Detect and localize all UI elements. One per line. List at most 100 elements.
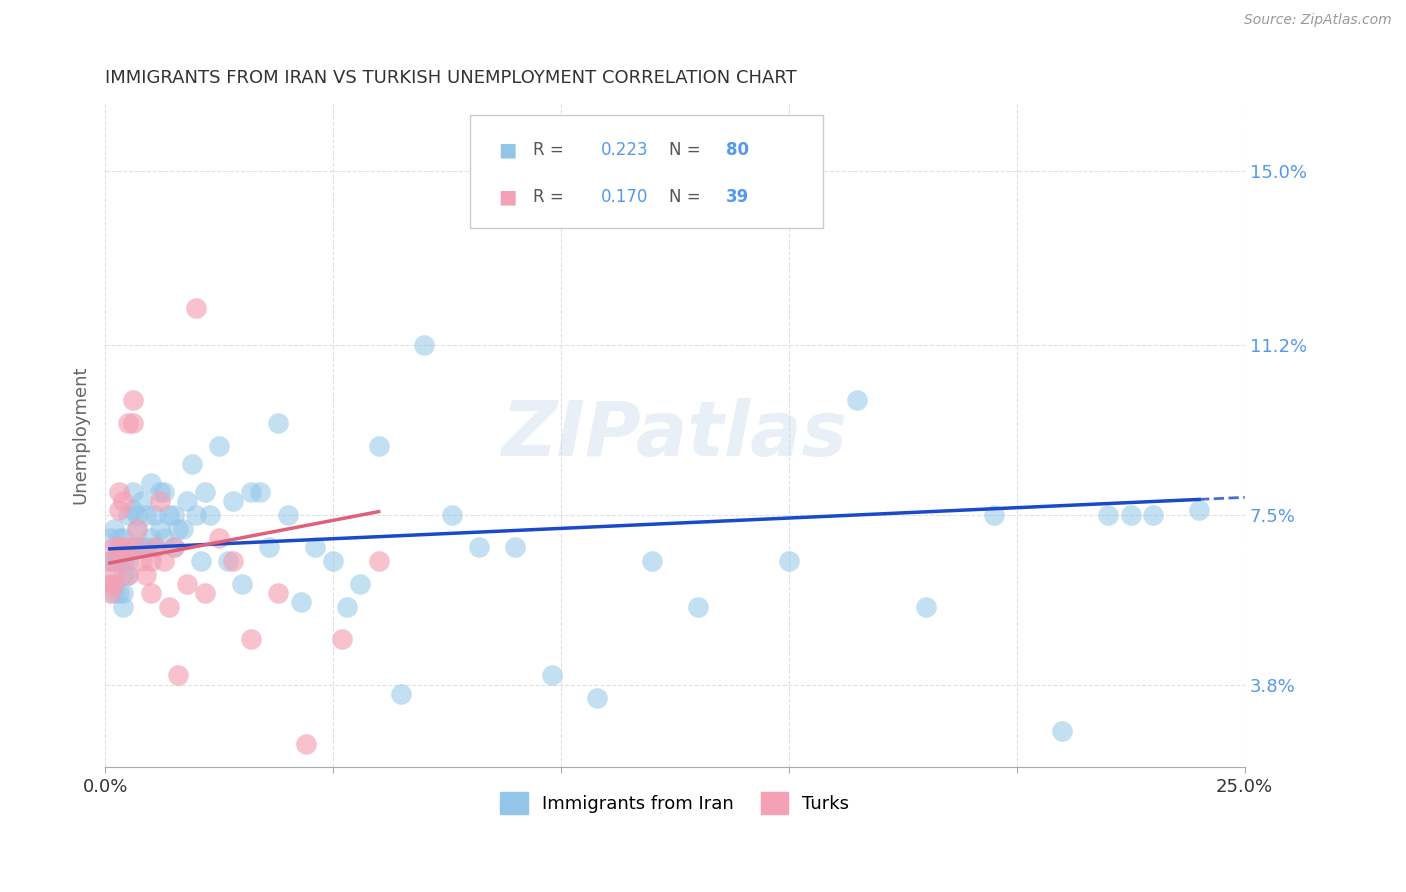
Point	[121, 393, 143, 408]
Point	[103, 576, 125, 591]
Point	[259, 540, 281, 554]
Point	[162, 540, 184, 554]
Point	[139, 586, 162, 600]
Point	[112, 554, 135, 568]
Point	[153, 485, 176, 500]
Point	[162, 540, 184, 554]
Point	[336, 599, 359, 614]
Point	[143, 508, 166, 522]
Point	[267, 416, 290, 430]
Point	[391, 687, 413, 701]
Point	[108, 531, 131, 545]
Point	[117, 567, 139, 582]
Point	[112, 599, 135, 614]
Point	[349, 576, 371, 591]
Point	[267, 586, 290, 600]
Point	[112, 554, 135, 568]
Point	[186, 301, 208, 316]
Point	[149, 522, 172, 536]
Legend: Immigrants from Iran, Turks: Immigrants from Iran, Turks	[494, 785, 856, 822]
Point	[127, 540, 149, 554]
Point	[108, 485, 131, 500]
Point	[98, 576, 121, 591]
Point	[103, 540, 125, 554]
Point	[222, 554, 245, 568]
Point	[505, 540, 527, 554]
Point	[153, 531, 176, 545]
Point	[149, 494, 172, 508]
Point	[194, 485, 217, 500]
Point	[112, 531, 135, 545]
Point	[641, 554, 664, 568]
Point	[180, 458, 202, 472]
Point	[103, 567, 125, 582]
Point	[131, 494, 153, 508]
Point	[135, 567, 157, 582]
Point	[276, 508, 298, 522]
Point	[294, 737, 316, 751]
Point	[172, 522, 194, 536]
Point	[914, 599, 936, 614]
Point	[131, 554, 153, 568]
Point	[162, 508, 184, 522]
Point	[135, 508, 157, 522]
Text: 0.223: 0.223	[600, 141, 648, 159]
Point	[157, 508, 180, 522]
Point	[112, 567, 135, 582]
Point	[586, 691, 609, 706]
Point	[98, 554, 121, 568]
Point	[112, 586, 135, 600]
Point	[367, 439, 389, 453]
Text: 0.170: 0.170	[600, 188, 648, 206]
Point	[103, 586, 125, 600]
Point	[176, 494, 198, 508]
Text: R =: R =	[533, 188, 568, 206]
Point	[231, 576, 253, 591]
Point	[330, 632, 353, 646]
Point	[135, 540, 157, 554]
Point	[117, 567, 139, 582]
Text: IMMIGRANTS FROM IRAN VS TURKISH UNEMPLOYMENT CORRELATION CHART: IMMIGRANTS FROM IRAN VS TURKISH UNEMPLOY…	[105, 69, 797, 87]
Text: N =: N =	[669, 188, 706, 206]
Point	[304, 540, 326, 554]
Point	[127, 540, 149, 554]
Point	[117, 508, 139, 522]
Point	[112, 540, 135, 554]
Point	[198, 508, 221, 522]
Point	[143, 540, 166, 554]
Point	[121, 503, 143, 517]
Point	[117, 416, 139, 430]
Point	[108, 586, 131, 600]
Point	[103, 554, 125, 568]
Text: ■: ■	[498, 187, 516, 206]
Point	[127, 508, 149, 522]
Point	[167, 522, 190, 536]
Point	[108, 540, 131, 554]
Text: ■: ■	[498, 140, 516, 160]
Point	[98, 554, 121, 568]
Point	[468, 540, 491, 554]
Point	[240, 485, 263, 500]
Point	[367, 554, 389, 568]
Point	[176, 576, 198, 591]
Point	[143, 540, 166, 554]
Point	[117, 540, 139, 554]
Point	[413, 338, 436, 352]
Text: N =: N =	[669, 141, 706, 159]
Point	[1097, 508, 1119, 522]
FancyBboxPatch shape	[470, 115, 823, 228]
Point	[983, 508, 1005, 522]
Point	[112, 494, 135, 508]
Point	[322, 554, 344, 568]
Text: 80: 80	[727, 141, 749, 159]
Point	[1142, 508, 1164, 522]
Point	[249, 485, 271, 500]
Point	[139, 531, 162, 545]
Point	[108, 549, 131, 564]
Point	[98, 586, 121, 600]
Point	[103, 522, 125, 536]
Point	[186, 508, 208, 522]
Point	[194, 586, 217, 600]
Point	[846, 393, 869, 408]
Point	[290, 595, 312, 609]
